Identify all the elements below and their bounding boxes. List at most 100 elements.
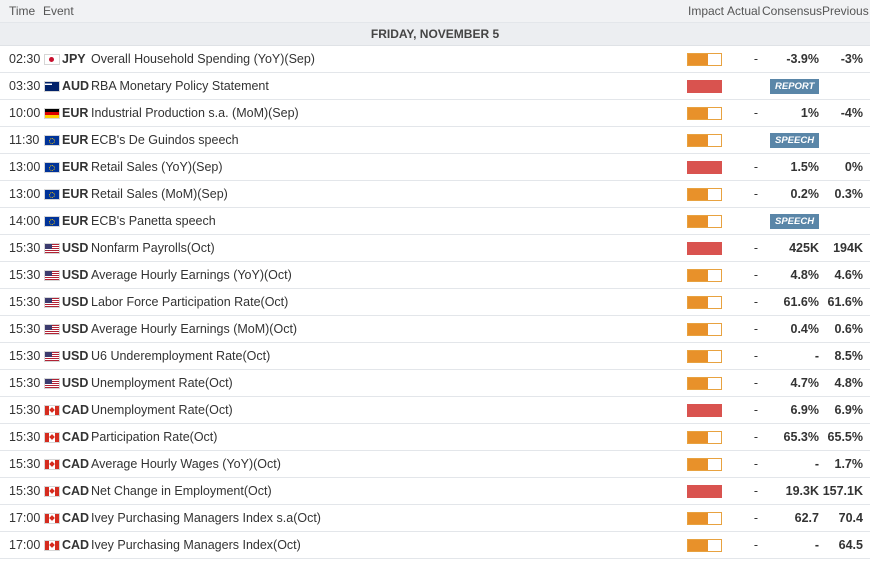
actual-value: - — [753, 241, 759, 255]
previous-column-header[interactable]: Previous — [822, 4, 869, 18]
event-name[interactable]: U6 Underemployment Rate(Oct) — [91, 349, 271, 363]
event-row[interactable]: 03:30 AUD RBA Monetary Policy Statement REP… — [0, 73, 870, 100]
event-name[interactable]: Unemployment Rate(Oct) — [91, 376, 233, 390]
currency-code: USD — [62, 322, 89, 336]
canada-flag-icon — [44, 405, 60, 416]
event-row[interactable]: 15:30 USD Labor Force Participation Rate(O… — [0, 289, 870, 316]
event-name[interactable]: Ivey Purchasing Managers Index(Oct) — [91, 538, 301, 552]
event-name[interactable]: Average Hourly Wages (YoY)(Oct) — [91, 457, 281, 471]
event-name[interactable]: Average Hourly Earnings (YoY)(Oct) — [91, 268, 292, 282]
currency-code: EUR — [62, 160, 89, 174]
event-name[interactable]: ECB's Panetta speech — [91, 214, 216, 228]
event-name[interactable]: Participation Rate(Oct) — [91, 430, 218, 444]
event-row[interactable]: 15:30 USD Nonfarm Payrolls(Oct) - 425K 194K — [0, 235, 870, 262]
actual-value: - — [753, 349, 759, 363]
canada-flag-icon — [44, 540, 60, 551]
consensus-value: 0.4% — [790, 322, 820, 336]
event-time: 17:00 — [9, 511, 41, 525]
event-time: 13:00 — [9, 187, 41, 201]
currency-code: USD — [62, 376, 89, 390]
us-flag-icon — [44, 243, 60, 254]
event-name[interactable]: RBA Monetary Policy Statement — [91, 79, 269, 93]
consensus-value: 61.6% — [783, 295, 819, 309]
currency-code: USD — [62, 295, 89, 309]
event-name[interactable]: Unemployment Rate(Oct) — [91, 403, 233, 417]
event-name[interactable]: Ivey Purchasing Managers Index s.a(Oct) — [91, 511, 321, 525]
consensus-column-header[interactable]: Consensus — [762, 4, 823, 18]
currency-code: CAD — [62, 403, 90, 417]
event-row[interactable]: 17:00 CAD Ivey Purchasing Managers Index s… — [0, 505, 870, 532]
consensus-value: 4.7% — [790, 376, 820, 390]
actual-value: - — [753, 160, 759, 174]
eu-flag-icon — [44, 216, 60, 227]
impact-medium-indicator — [687, 539, 722, 552]
event-row[interactable]: 15:30 USD U6 Underemployment Rate(Oct) - - 8.… — [0, 343, 870, 370]
impact-high-indicator — [687, 242, 722, 255]
previous-value: 1.7% — [834, 457, 864, 471]
actual-value: - — [753, 322, 759, 336]
previous-value: 70.4 — [838, 511, 863, 525]
event-row[interactable]: 15:30 CAD Unemployment Rate(Oct) - 6.9% 6.9% — [0, 397, 870, 424]
event-time: 15:30 — [9, 484, 41, 498]
event-row[interactable]: 17:00 CAD Ivey Purchasing Managers Index(O… — [0, 532, 870, 559]
impact-medium-indicator — [687, 53, 722, 66]
event-row[interactable]: 15:30 CAD Average Hourly Wages (YoY)(Oct) -… — [0, 451, 870, 478]
previous-value: 194K — [833, 241, 863, 255]
impact-medium-indicator — [687, 350, 722, 363]
consensus-value: 1% — [800, 106, 819, 120]
previous-value: 0.3% — [834, 187, 864, 201]
currency-code: CAD — [62, 457, 90, 471]
impact-column-header[interactable]: Impact — [688, 4, 725, 18]
event-name[interactable]: Industrial Production s.a. (MoM)(Sep) — [91, 106, 299, 120]
previous-value: -3% — [840, 52, 863, 66]
event-row[interactable]: 13:00 EUR Retail Sales (YoY)(Sep) - 1.5% 0% — [0, 154, 870, 181]
previous-value: 8.5% — [834, 349, 864, 363]
speech-badge[interactable]: SPEECH — [770, 214, 820, 229]
consensus-value: - — [814, 457, 819, 471]
event-name[interactable]: ECB's De Guindos speech — [91, 133, 239, 147]
speech-badge[interactable]: SPEECH — [770, 133, 820, 148]
event-row[interactable]: 15:30 USD Average Hourly Earnings (YoY)(Oc… — [0, 262, 870, 289]
actual-value: - — [753, 484, 759, 498]
event-row[interactable]: 15:30 CAD Net Change in Employment(Oct) - 19… — [0, 478, 870, 505]
event-column-header[interactable]: Event — [43, 4, 74, 18]
report-badge[interactable]: REPORT — [770, 79, 820, 94]
currency-code: CAD — [62, 430, 90, 444]
canada-flag-icon — [44, 459, 60, 470]
time-column-header[interactable]: Time — [9, 4, 36, 18]
event-name[interactable]: Net Change in Employment(Oct) — [91, 484, 272, 498]
event-row[interactable]: 11:30 EUR ECB's De Guindos speech SPEECH — [0, 127, 870, 154]
event-name[interactable]: Labor Force Participation Rate(Oct) — [91, 295, 289, 309]
event-row[interactable]: 15:30 USD Unemployment Rate(Oct) - 4.7% 4.8% — [0, 370, 870, 397]
currency-code: EUR — [62, 133, 89, 147]
event-row[interactable]: 14:00 EUR ECB's Panetta speech SPEECH — [0, 208, 870, 235]
actual-value: - — [753, 457, 759, 471]
event-time: 10:00 — [9, 106, 41, 120]
event-name[interactable]: Retail Sales (YoY)(Sep) — [91, 160, 223, 174]
germany-flag-icon — [44, 108, 60, 119]
us-flag-icon — [44, 270, 60, 281]
currency-code: CAD — [62, 538, 90, 552]
table-header: Time Event Impact Actual Consensus Previ… — [0, 0, 870, 23]
impact-high-indicator — [687, 404, 722, 417]
event-row[interactable]: 15:30 USD Average Hourly Earnings (MoM)(Oc… — [0, 316, 870, 343]
event-name[interactable]: Nonfarm Payrolls(Oct) — [91, 241, 215, 255]
currency-code: EUR — [62, 106, 89, 120]
impact-high-indicator — [687, 80, 722, 93]
impact-medium-indicator — [687, 458, 722, 471]
event-row[interactable]: 02:30 JPY Overall Household Spending (YoY)… — [0, 46, 870, 73]
event-name[interactable]: Overall Household Spending (YoY)(Sep) — [91, 52, 315, 66]
us-flag-icon — [44, 324, 60, 335]
actual-column-header[interactable]: Actual — [727, 4, 761, 18]
currency-code: EUR — [62, 187, 89, 201]
currency-code: EUR — [62, 214, 89, 228]
event-time: 14:00 — [9, 214, 41, 228]
event-row[interactable]: 15:30 CAD Participation Rate(Oct) - 65.3% 65.… — [0, 424, 870, 451]
event-name[interactable]: Retail Sales (MoM)(Sep) — [91, 187, 228, 201]
event-name[interactable]: Average Hourly Earnings (MoM)(Oct) — [91, 322, 298, 336]
event-row[interactable]: 10:00 EUR Industrial Production s.a. (MoM)… — [0, 100, 870, 127]
date-group-header: FRIDAY, NOVEMBER 5 — [0, 23, 870, 46]
impact-medium-indicator — [687, 188, 722, 201]
impact-medium-indicator — [687, 215, 722, 228]
event-row[interactable]: 13:00 EUR Retail Sales (MoM)(Sep) - 0.2% 0.3% — [0, 181, 870, 208]
